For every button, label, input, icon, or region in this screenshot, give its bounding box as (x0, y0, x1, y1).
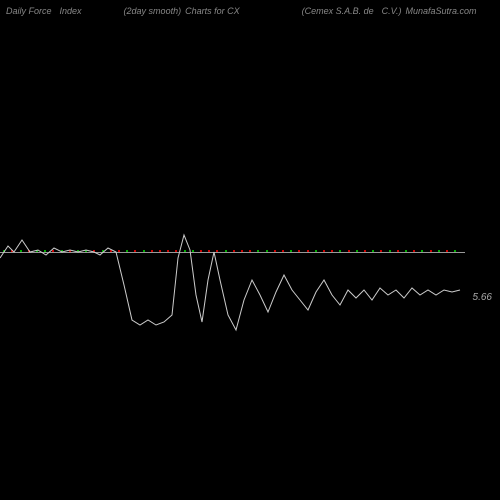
title-cv: C.V.) (382, 6, 402, 16)
chart-area: 5.66 (0, 20, 500, 500)
series-polyline (0, 235, 460, 330)
title-charts-for: Charts for CX (185, 6, 240, 16)
title-smooth: (2day smooth) (124, 6, 182, 16)
title-part1: Daily Force (6, 6, 52, 16)
chart-header: Daily Force Index (2day smooth) Charts f… (0, 6, 500, 16)
title-company: (Cemex S.A.B. de (302, 6, 374, 16)
title-part2: Index (60, 6, 82, 16)
title-site: MunafaSutra.com (405, 6, 476, 16)
force-index-line (0, 20, 500, 500)
value-label: 5.66 (473, 292, 492, 303)
